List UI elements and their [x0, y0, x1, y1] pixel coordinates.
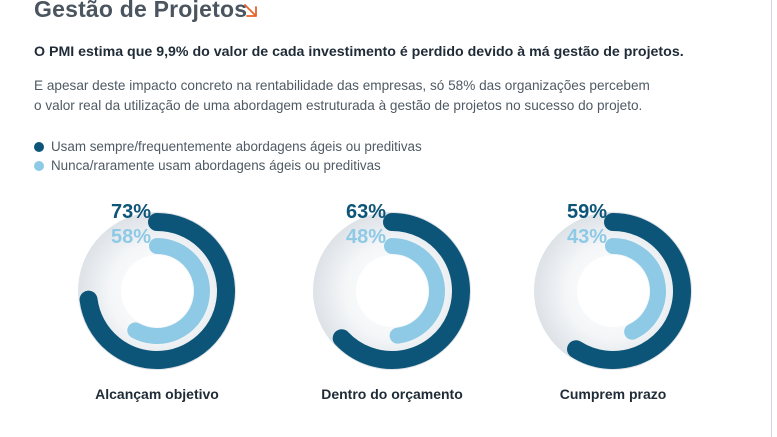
legend-item: Nunca/raramente usam abordagens ágeis ou… [34, 156, 422, 175]
legend-marker [34, 141, 44, 152]
arrow-down-right-icon [244, 4, 257, 17]
category-label: Alcançam objetivo [95, 386, 219, 402]
value-label-frequent: 63% [345, 201, 386, 223]
donut-arc-frequent [567, 213, 691, 369]
donut-hole [577, 255, 649, 327]
category-label: Cumprem prazo [559, 386, 667, 402]
legend-label: Nunca/raramente usam abordagens ágeis ou… [51, 158, 381, 173]
legend-marker [34, 160, 44, 171]
value-label-rare: 48% [345, 226, 386, 248]
donut-arc-frequent [79, 213, 235, 369]
lead-statement: O PMI estima que 9,9% do valor de cada i… [34, 44, 684, 60]
value-label-rare: 58% [110, 226, 151, 248]
value-label-frequent: 73% [110, 201, 151, 223]
value-label-rare: 43% [566, 226, 607, 248]
donut-arc-frequent [332, 213, 470, 369]
donut-arc-rare [384, 238, 445, 344]
page-title: Gestão de Projetos [34, 0, 248, 22]
body-line: E apesar deste impacto concreto na renta… [34, 78, 650, 93]
chart-legend: Usam sempre/frequentemente abordagens ág… [34, 137, 422, 175]
category-label: Dentro do orçamento [321, 386, 463, 402]
value-label-frequent: 59% [566, 201, 607, 223]
legend-item: Usam sempre/frequentemente abordagens ág… [34, 137, 422, 156]
donut-hole [121, 255, 193, 327]
donut-hole [356, 255, 428, 327]
legend-label: Usam sempre/frequentemente abordagens ág… [51, 139, 422, 154]
donut-arc-rare [127, 238, 210, 344]
body-line: o valor real da utilização de uma aborda… [34, 97, 643, 113]
body-paragraph: E apesar deste impacto concreto na renta… [34, 76, 650, 115]
donut-arc-rare [605, 238, 666, 340]
